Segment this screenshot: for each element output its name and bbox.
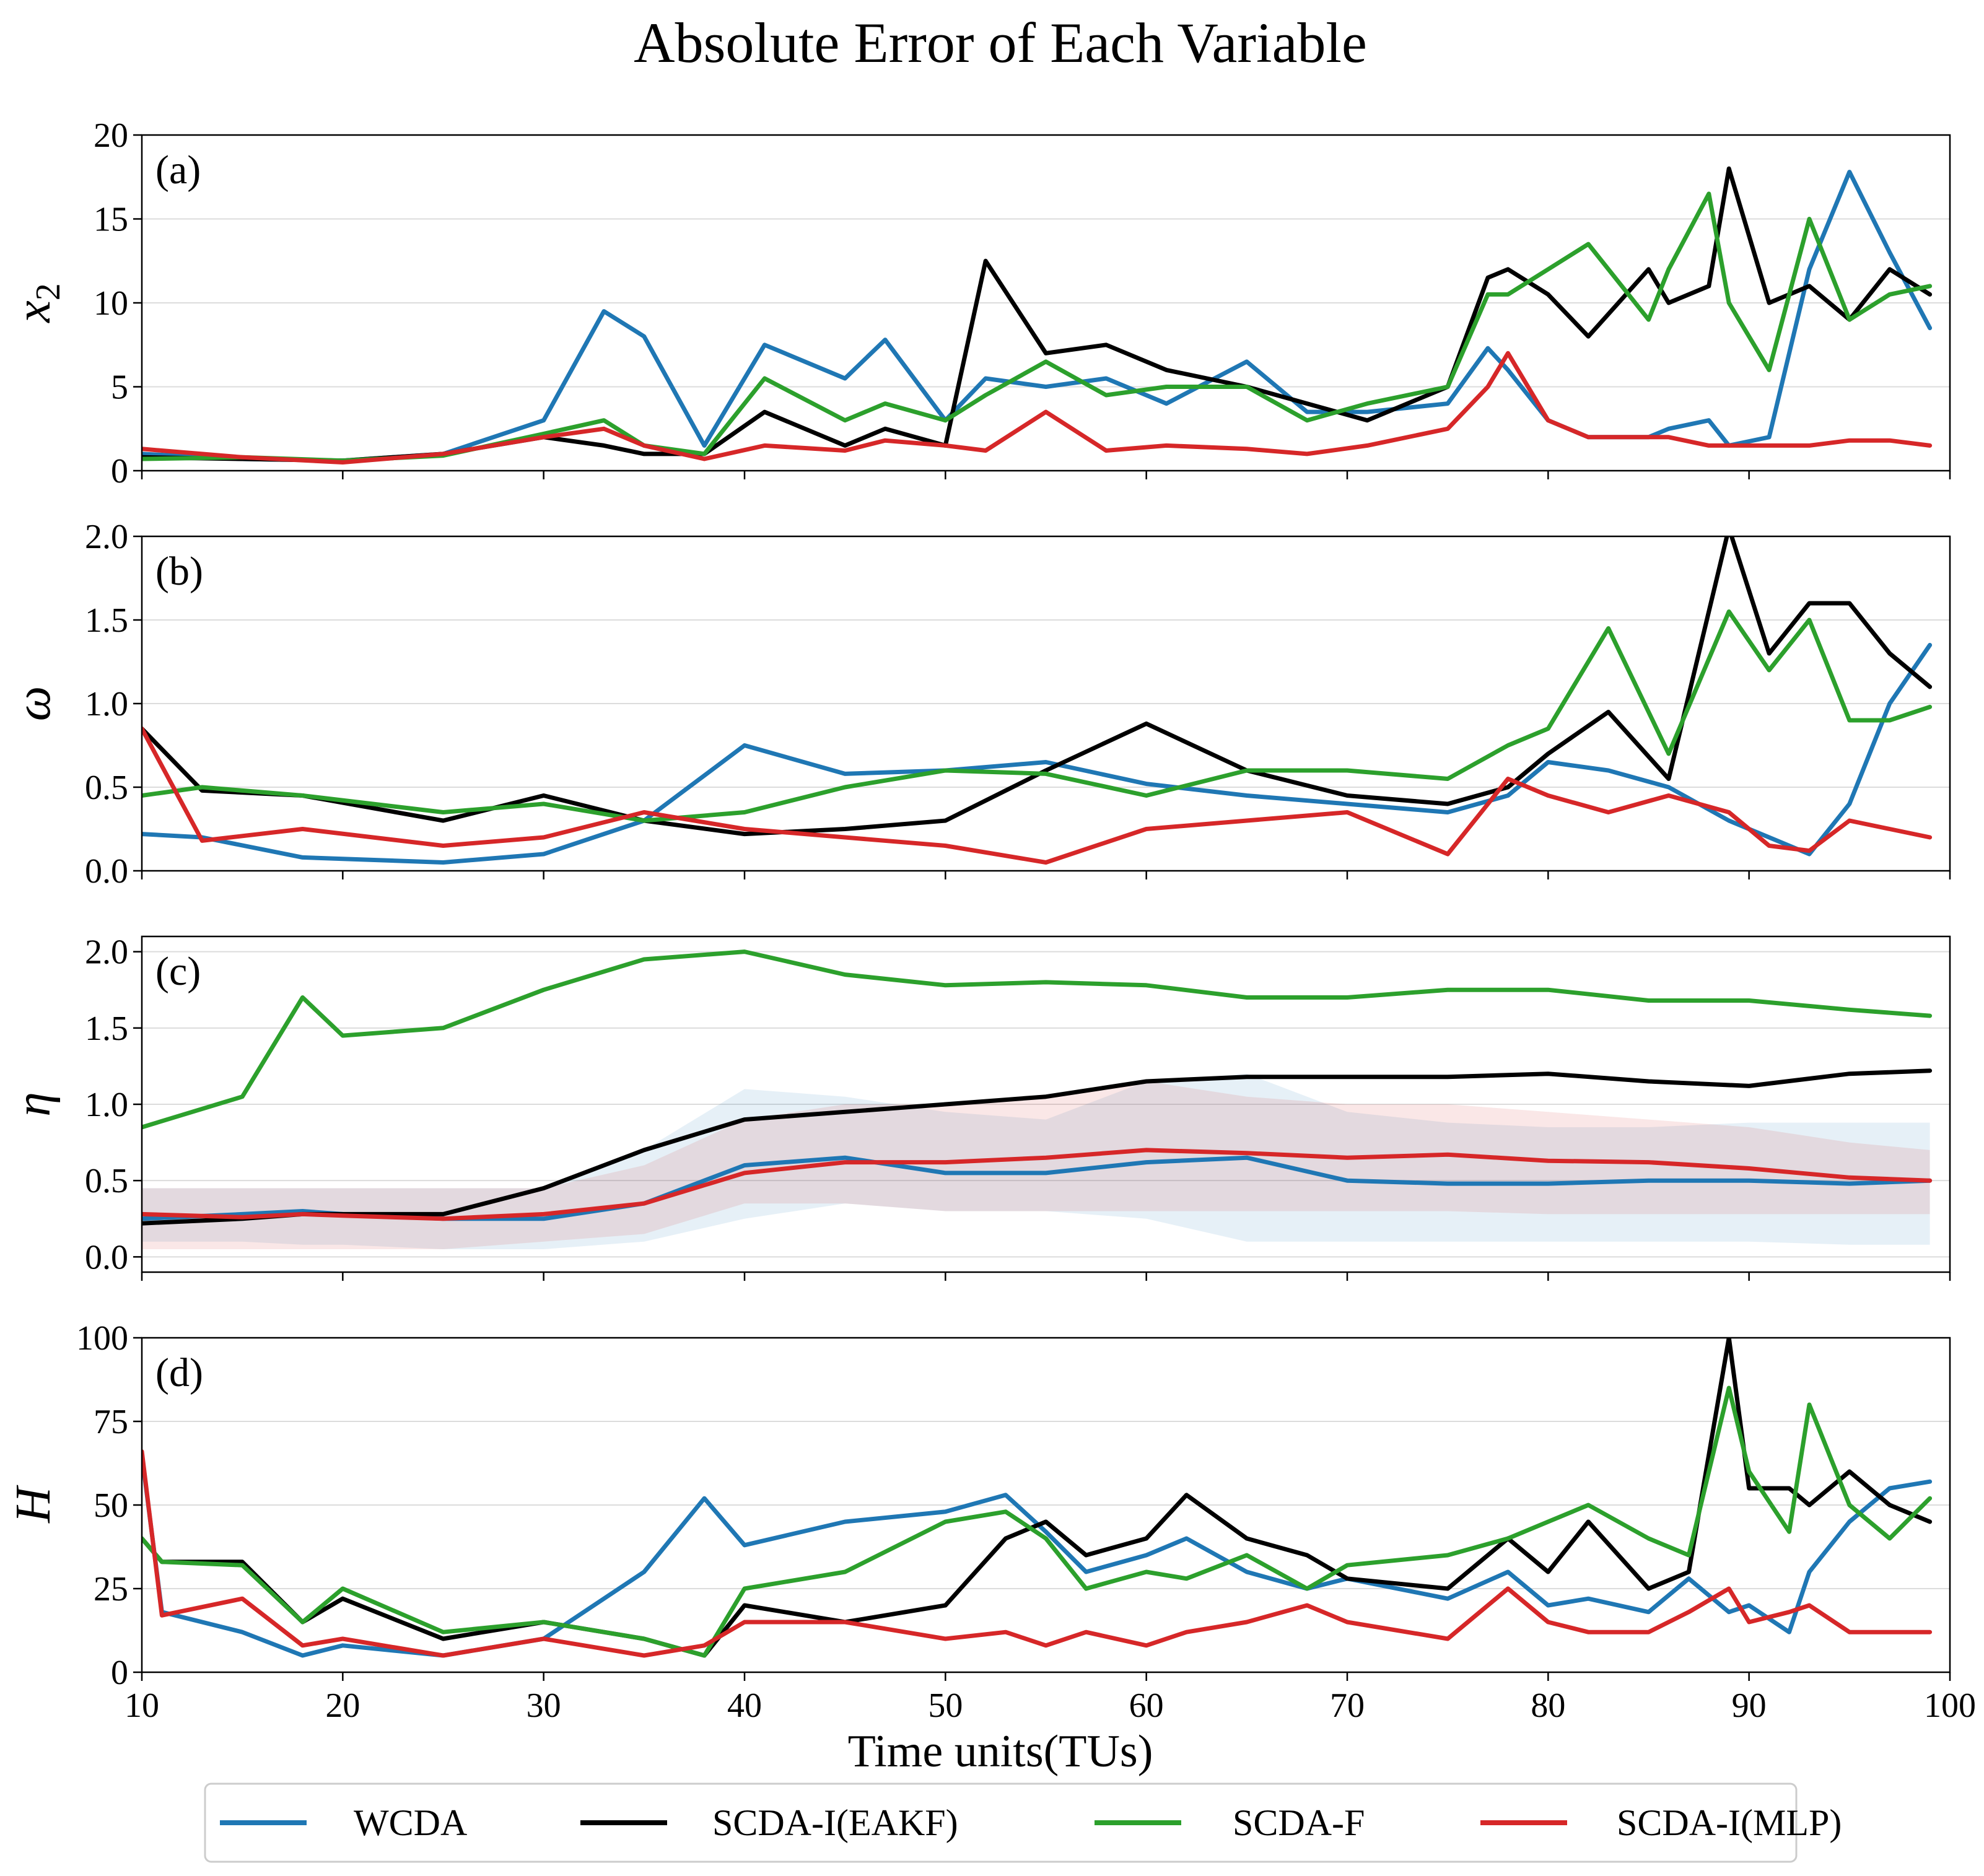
x-tick-label: 50 [928,1686,963,1725]
panel-a-line-wcda [142,170,1933,463]
panel-c-band-wcda [142,1073,1930,1249]
legend-label-scda-f: SCDA-F [1233,1802,1365,1843]
panels-layer: 05101520(a)x20.00.51.01.52.0(b)ω0.00.51.… [6,116,1976,1725]
panel-d: 0 25 50 75 100 10 20 30 40 50 60 70 80 90 100 (d) H [6,1319,1976,1725]
panel-c-y-axis-label: η [6,1092,61,1117]
panel-c-label: (c) [155,949,201,994]
panel-c-y-tick-label: 2.0 [85,933,128,972]
panel-b-y-tick-label: 0.5 [85,769,128,807]
panel-c-frame [141,935,1951,1273]
x-tick-label: 20 [325,1686,360,1725]
panel-d-y-axis-symbol: H [6,1485,61,1524]
panel-a-y-tick-label: 15 [94,201,128,239]
panel-a-label: (a) [155,147,201,193]
x-tick-label: 30 [527,1686,561,1725]
panel-b-line-scda-f [142,609,1933,823]
legend-label-wcda: WCDA [354,1802,467,1843]
panel-a-y-tick-label: 20 [94,116,128,155]
panel-d-line-scda-f [142,1385,1933,1658]
panel-a-line-scda-i-mlp [142,351,1933,465]
panel-b-y-tick-label: 1.0 [85,685,128,723]
panel-c: 0.0 0.5 1.0 1.5 2.0 (c) η [6,933,1951,1281]
panel-b-line-scda-i-eakf [142,536,1933,837]
panel-b: 0.0 0.5 1.0 1.5 2.0 (b) ω [6,518,1951,891]
panel-d-y-axis-label: H [6,1485,61,1524]
panel-a: 0 5 10 15 20 (a) x2 [6,116,1951,491]
x-tick-label: 40 [727,1686,762,1725]
panel-b-label: (b) [155,549,203,594]
panel-b-frame [141,535,1951,872]
legend-label-scda-i-mlp: SCDA-I(MLP) [1617,1802,1842,1843]
x-tick-label: 10 [125,1686,159,1725]
panel-d-y-tick-label: 0 [111,1654,128,1692]
panel-d-y-tick-label: 75 [94,1403,128,1441]
panel-a-y-axis-subscript: 2 [29,283,68,300]
panel-b-line-scda-i-mlp [142,726,1933,865]
panel-a-y-tick-label: 5 [111,369,128,407]
panel-a-y-axis-symbol: x [6,300,61,323]
panel-c-y-axis-symbol: η [6,1092,61,1117]
panel-d-label: (d) [155,1350,203,1395]
legend: WCDA SCDA-I(EAKF) SCDA-F SCDA-I(MLP) [204,1782,1842,1863]
panel-b-line-wcda [142,643,1933,865]
panel-b-y-tick-label: 0.0 [85,852,128,891]
panel-c-y-tick-label: 0.0 [85,1238,128,1276]
panel-b-y-tick-label: 2.0 [85,518,128,556]
panel-b-y-axis-label: ω [6,686,61,721]
panel-a-y-tick-label: 0 [111,452,128,491]
panel-c-line-scda-i-mlp [142,1148,1933,1221]
panel-b-y-tick-label: 1.5 [85,601,128,640]
x-tick-label: 90 [1732,1686,1767,1725]
panel-d-y-tick-label: 100 [76,1319,128,1358]
x-axis-label: Time units(TUs) [848,1726,1153,1777]
panel-b-y-axis-symbol: ω [6,686,61,721]
legend-label-scda-i-eakf: SCDA-I(EAKF) [712,1802,958,1843]
panel-a-y-tick-label: 10 [94,284,128,323]
x-tick-label: 60 [1129,1686,1164,1725]
panel-d-frame [141,1337,1951,1673]
x-tick-label: 70 [1330,1686,1365,1725]
x-tick-label: 80 [1531,1686,1565,1725]
panel-c-y-tick-label: 1.0 [85,1086,128,1124]
legend-frame [204,1782,1798,1863]
panel-c-y-tick-label: 1.5 [85,1010,128,1048]
panel-d-y-tick-label: 50 [94,1486,128,1525]
panel-c-line-scda-f [142,949,1933,1130]
panel-a-line-scda-f [142,191,1933,463]
panel-d-line-scda-i-mlp [142,1449,1933,1658]
panel-c-y-tick-label: 0.5 [85,1162,128,1200]
panel-d-y-tick-label: 25 [94,1570,128,1608]
chart-title: Absolute Error of Each Variable [634,11,1367,74]
panel-a-frame [141,134,1951,472]
x-tick-label: 100 [1924,1686,1976,1725]
panel-a-y-axis-label: x2 [6,283,68,323]
